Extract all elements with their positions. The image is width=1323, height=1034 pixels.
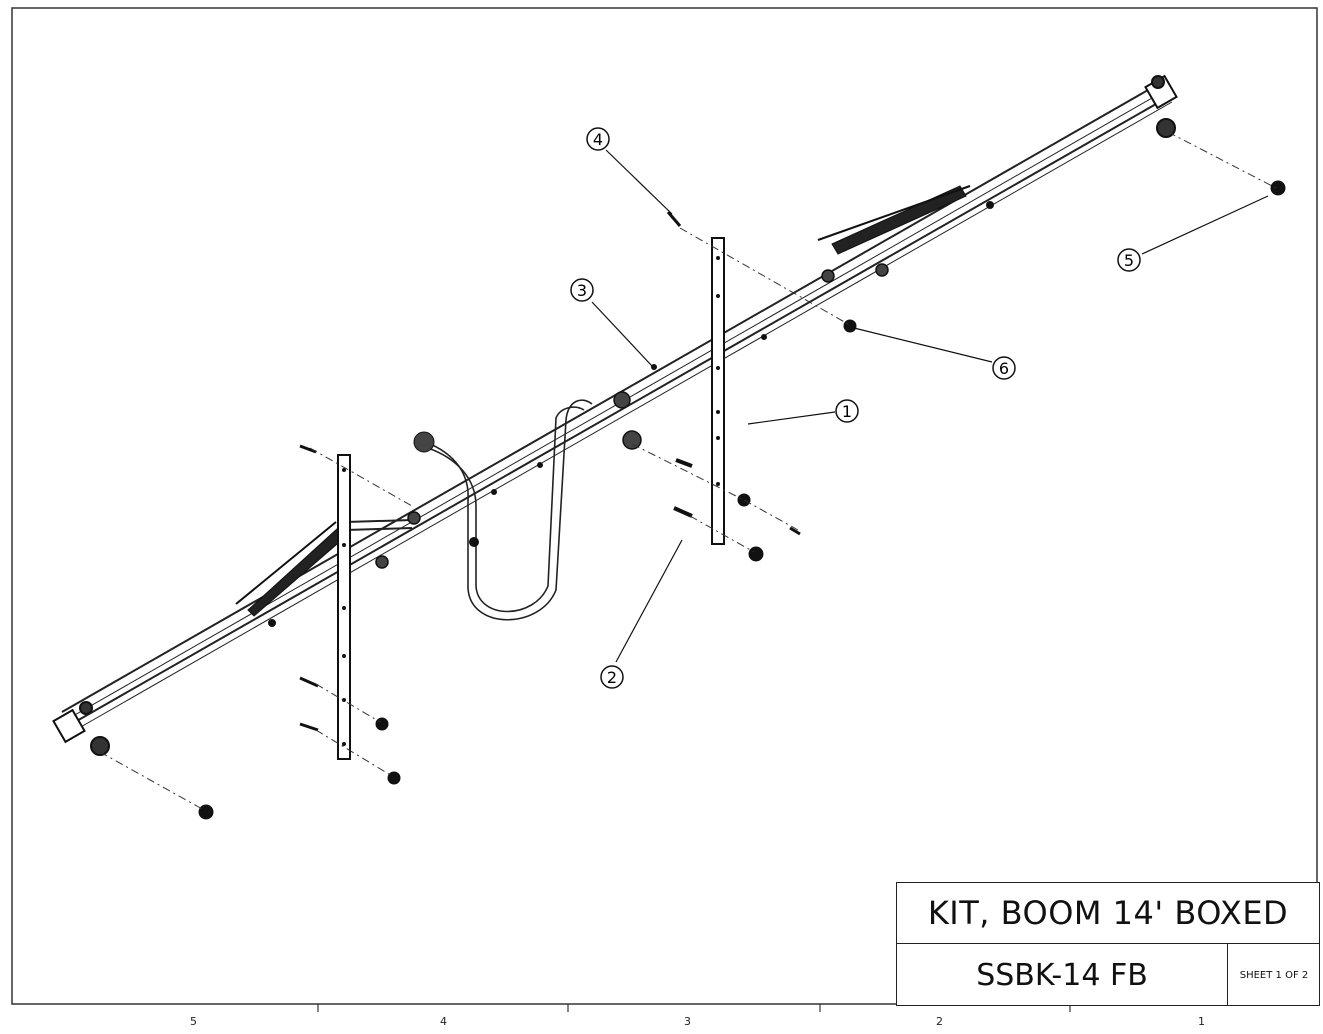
drawing-title: KIT, BOOM 14' BOXED bbox=[897, 883, 1319, 944]
left-spring bbox=[235, 521, 345, 617]
left-brace bbox=[345, 519, 413, 531]
zone-label-5: 5 bbox=[190, 1015, 197, 1028]
boom-holes bbox=[268, 201, 994, 627]
right-plate-holes bbox=[716, 256, 720, 486]
hose-clamp bbox=[469, 537, 479, 547]
assembly-centerlines bbox=[99, 131, 1277, 811]
balloon-6: 6 bbox=[992, 356, 1016, 380]
balloon-6-label: 6 bbox=[999, 359, 1009, 378]
balloon-2-label: 2 bbox=[607, 668, 617, 687]
sheet-number: SHEET 1 OF 2 bbox=[1239, 969, 1309, 981]
hose bbox=[419, 399, 593, 621]
balloon-1: 1 bbox=[835, 399, 859, 423]
balloon-3: 3 bbox=[570, 278, 594, 302]
center-clamps bbox=[375, 263, 889, 569]
leader-lines bbox=[591, 149, 1269, 663]
part-number: SSBK-14 FB bbox=[897, 944, 1228, 1006]
balloon-1-label: 1 bbox=[842, 402, 852, 421]
right-mounting-plate bbox=[711, 237, 725, 545]
zone-label-4: 4 bbox=[440, 1015, 447, 1028]
zone-label-2: 2 bbox=[936, 1015, 943, 1028]
title-block: KIT, BOOM 14' BOXED SSBK-14 FB SHEET 1 O… bbox=[896, 882, 1320, 1006]
zone-label-1: 1 bbox=[1198, 1015, 1205, 1028]
hardware bbox=[198, 180, 1286, 820]
balloon-3-label: 3 bbox=[577, 281, 587, 300]
left-plate-holes bbox=[342, 468, 346, 746]
right-end-fitting bbox=[1144, 74, 1178, 138]
hose-fitting bbox=[413, 431, 435, 453]
sheet-border bbox=[11, 7, 1318, 1005]
balloon-5-label: 5 bbox=[1124, 251, 1134, 270]
balloon-4-label: 4 bbox=[593, 130, 603, 149]
balloon-4: 4 bbox=[586, 127, 610, 151]
balloon-2: 2 bbox=[600, 665, 624, 689]
balloon-5: 5 bbox=[1117, 248, 1141, 272]
zone-label-3: 3 bbox=[684, 1015, 691, 1028]
right-spring bbox=[817, 185, 971, 255]
left-end-fitting bbox=[52, 701, 110, 756]
